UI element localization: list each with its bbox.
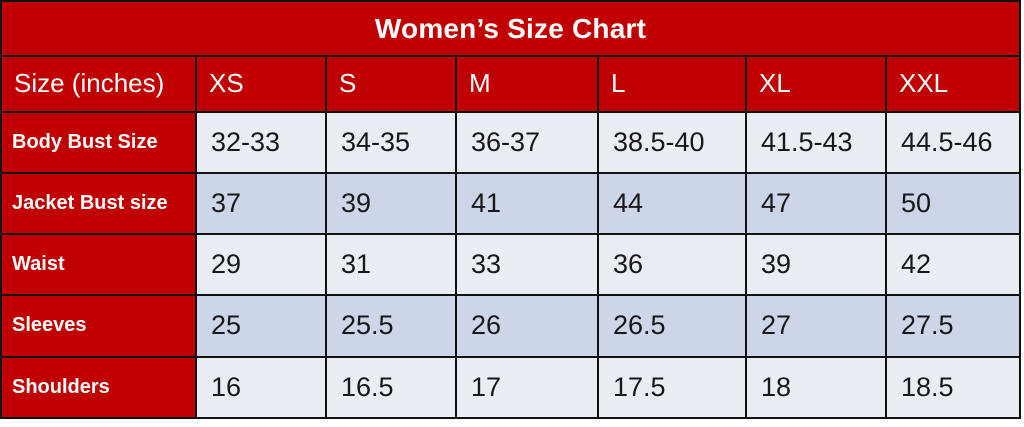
cell-shoulders-s: 16.5 <box>325 355 457 420</box>
cell-body-bust-xxl: 44.5-46 <box>885 110 1021 174</box>
cell-shoulders-xs: 16 <box>195 355 327 420</box>
cell-jacket-bust-l: 44 <box>597 171 747 236</box>
cell-jacket-bust-xs: 37 <box>195 171 327 236</box>
header-xl: XL <box>745 55 887 113</box>
cell-sleeves-l: 26.5 <box>597 294 747 358</box>
cell-body-bust-xl: 41.5-43 <box>745 110 887 174</box>
cell-waist-m: 33 <box>455 233 599 297</box>
cell-waist-xs: 29 <box>195 233 327 297</box>
cell-sleeves-s: 25.5 <box>325 294 457 358</box>
page-title: Women’s Size Chart <box>0 0 1021 58</box>
cell-waist-xxl: 42 <box>885 233 1021 297</box>
cell-body-bust-s: 34-35 <box>325 110 457 174</box>
table-row-jacket-bust: Jacket Bust size 37 39 41 44 47 50 <box>0 171 1021 236</box>
cell-body-bust-l: 38.5-40 <box>597 110 747 174</box>
table-row-waist: Waist 29 31 33 36 39 42 <box>0 233 1021 297</box>
row-label-body-bust: Body Bust Size <box>0 110 197 174</box>
header-xs: XS <box>195 55 327 113</box>
header-m: M <box>455 55 599 113</box>
row-label-waist: Waist <box>0 233 197 297</box>
row-label-jacket-bust: Jacket Bust size <box>0 171 197 236</box>
header-s: S <box>325 55 457 113</box>
cell-jacket-bust-xxl: 50 <box>885 171 1021 236</box>
row-label-sleeves: Sleeves <box>0 294 197 358</box>
cell-jacket-bust-xl: 47 <box>745 171 887 236</box>
column-header-row: Size (inches) XS S M L XL XXL <box>0 55 1021 113</box>
header-l: L <box>597 55 747 113</box>
cell-shoulders-xxl: 18.5 <box>885 355 1021 420</box>
table-row-body-bust: Body Bust Size 32-33 34-35 36-37 38.5-40… <box>0 110 1021 174</box>
cell-body-bust-m: 36-37 <box>455 110 599 174</box>
cell-jacket-bust-s: 39 <box>325 171 457 236</box>
cell-body-bust-xs: 32-33 <box>195 110 327 174</box>
cell-sleeves-xs: 25 <box>195 294 327 358</box>
cell-sleeves-m: 26 <box>455 294 599 358</box>
cell-waist-l: 36 <box>597 233 747 297</box>
table-row-sleeves: Sleeves 25 25.5 26 26.5 27 27.5 <box>0 294 1021 358</box>
row-label-shoulders: Shoulders <box>0 355 197 420</box>
title-row: Women’s Size Chart <box>0 0 1021 58</box>
header-xxl: XXL <box>885 55 1021 113</box>
cell-shoulders-xl: 18 <box>745 355 887 420</box>
cell-shoulders-l: 17.5 <box>597 355 747 420</box>
cell-sleeves-xl: 27 <box>745 294 887 358</box>
cell-jacket-bust-m: 41 <box>455 171 599 236</box>
cell-waist-s: 31 <box>325 233 457 297</box>
header-size-inches: Size (inches) <box>0 55 197 113</box>
table-row-shoulders: Shoulders 16 16.5 17 17.5 18 18.5 <box>0 355 1021 420</box>
cell-sleeves-xxl: 27.5 <box>885 294 1021 358</box>
cell-waist-xl: 39 <box>745 233 887 297</box>
cell-shoulders-m: 17 <box>455 355 599 420</box>
